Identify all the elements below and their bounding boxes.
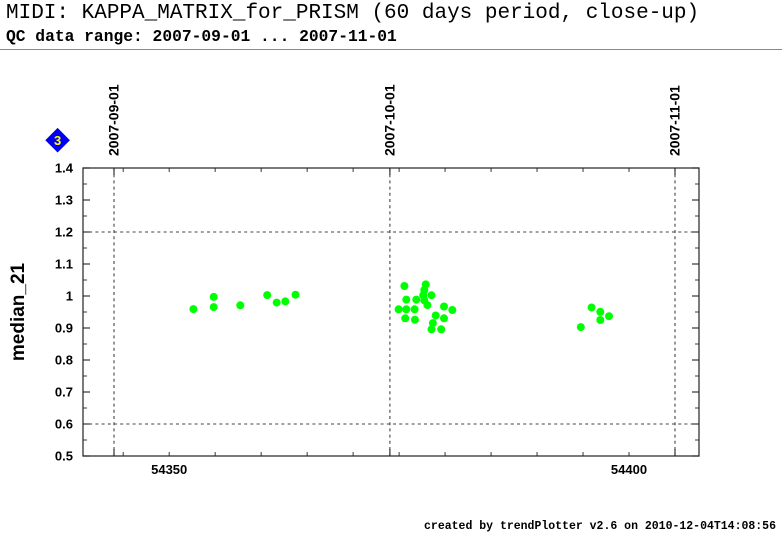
svg-text:2007-11-01: 2007-11-01 bbox=[667, 85, 683, 156]
svg-text:1.4: 1.4 bbox=[55, 161, 74, 176]
svg-text:1: 1 bbox=[66, 289, 73, 304]
svg-text:0.5: 0.5 bbox=[55, 449, 73, 464]
svg-text:0.6: 0.6 bbox=[55, 417, 73, 432]
svg-text:0.8: 0.8 bbox=[55, 353, 73, 368]
svg-text:median_21: median_21 bbox=[8, 262, 29, 361]
svg-text:1.2: 1.2 bbox=[55, 225, 73, 240]
svg-text:0.9: 0.9 bbox=[55, 321, 73, 336]
svg-text:2007-10-01: 2007-10-01 bbox=[381, 84, 397, 156]
svg-text:54350: 54350 bbox=[151, 462, 187, 477]
svg-text:1.1: 1.1 bbox=[55, 257, 73, 272]
svg-text:1.3: 1.3 bbox=[55, 193, 73, 208]
svg-text:3: 3 bbox=[54, 133, 61, 148]
svg-text:0.7: 0.7 bbox=[55, 385, 73, 400]
svg-text:54400: 54400 bbox=[611, 462, 647, 477]
svg-text:2007-09-01: 2007-09-01 bbox=[106, 84, 122, 156]
